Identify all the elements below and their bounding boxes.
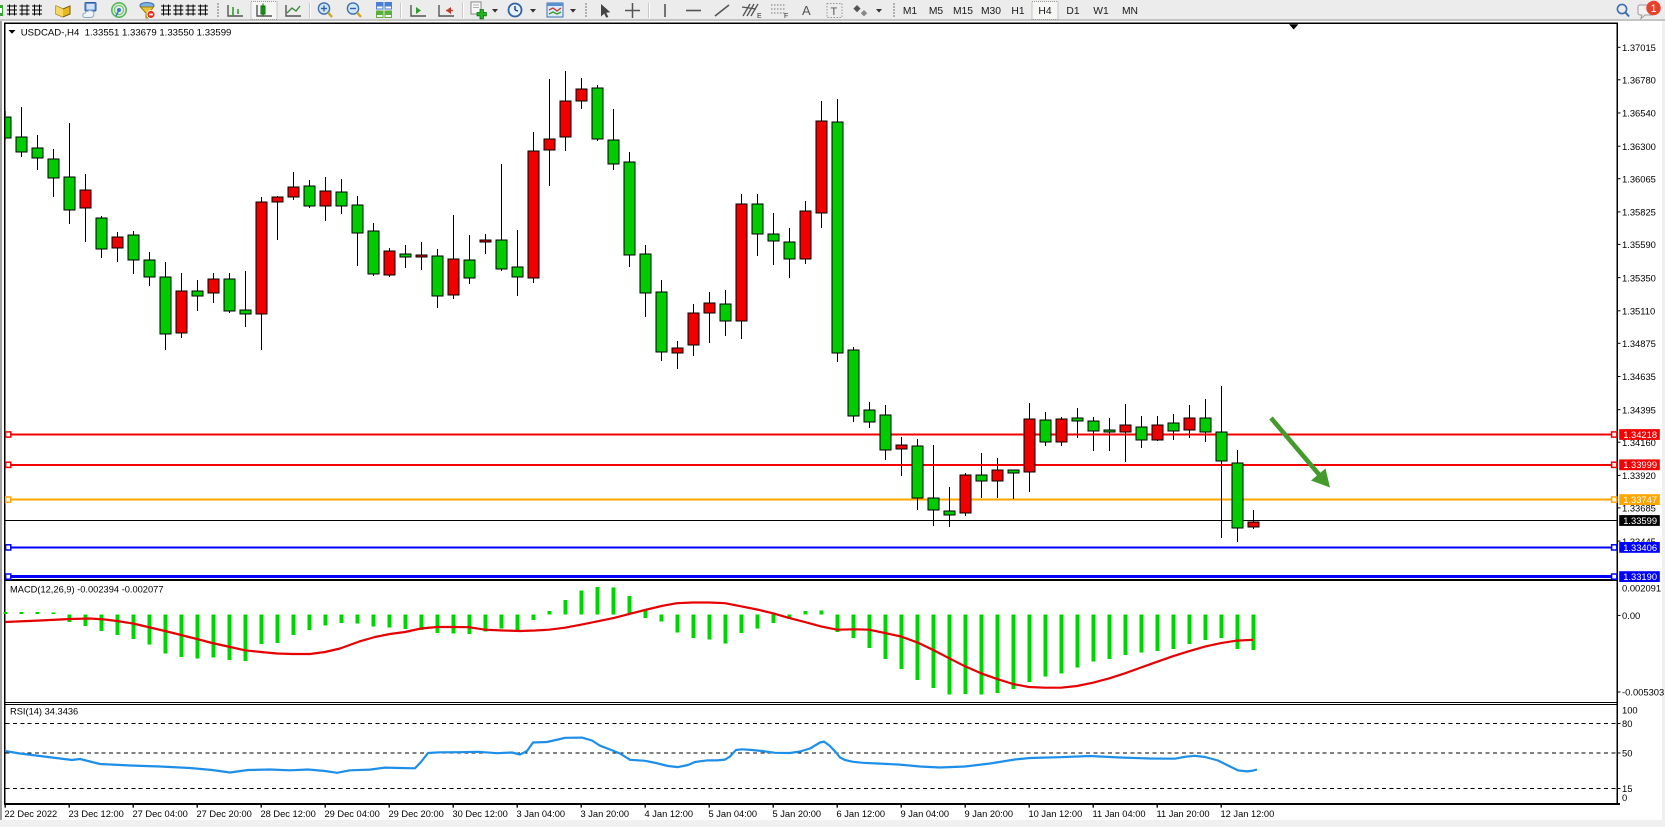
svg-text:22 Dec 2022: 22 Dec 2022 bbox=[5, 809, 58, 819]
svg-text:1.33920: 1.33920 bbox=[1622, 470, 1656, 481]
svg-text:1.35590: 1.35590 bbox=[1622, 239, 1656, 250]
svg-text:4 Jan 12:00: 4 Jan 12:00 bbox=[645, 809, 694, 819]
svg-text:15: 15 bbox=[1622, 783, 1632, 794]
svg-text:1.37015: 1.37015 bbox=[1622, 42, 1656, 53]
svg-text:MACD(12,26,9) -0.002394 -0.002: MACD(12,26,9) -0.002394 -0.002077 bbox=[10, 585, 164, 595]
svg-text:10 Jan 12:00: 10 Jan 12:00 bbox=[1029, 809, 1083, 819]
svg-text:1.33445: 1.33445 bbox=[1622, 536, 1656, 547]
svg-text:-0.005303: -0.005303 bbox=[1622, 687, 1664, 698]
svg-text:H4: H4 bbox=[1038, 6, 1051, 17]
svg-text:M5: M5 bbox=[929, 6, 944, 17]
svg-text:1.35350: 1.35350 bbox=[1622, 272, 1656, 283]
svg-text:3 Jan 04:00: 3 Jan 04:00 bbox=[517, 809, 566, 819]
svg-text:1.34635: 1.34635 bbox=[1622, 371, 1656, 382]
svg-text:1.33599: 1.33599 bbox=[1623, 515, 1657, 526]
svg-text:9 Jan 04:00: 9 Jan 04:00 bbox=[901, 809, 950, 819]
svg-text:12 Jan 12:00: 12 Jan 12:00 bbox=[1221, 809, 1275, 819]
svg-text:M15: M15 bbox=[953, 6, 973, 17]
svg-text:1.33685: 1.33685 bbox=[1622, 503, 1656, 514]
svg-text:1.33190: 1.33190 bbox=[1623, 571, 1657, 582]
svg-text:E: E bbox=[757, 13, 762, 20]
svg-text:M30: M30 bbox=[981, 6, 1001, 17]
svg-text:1.34395: 1.34395 bbox=[1622, 404, 1656, 415]
svg-text:H1: H1 bbox=[1011, 6, 1024, 17]
svg-text:0.002091: 0.002091 bbox=[1622, 583, 1661, 594]
svg-text:27 Dec 04:00: 27 Dec 04:00 bbox=[133, 809, 188, 819]
svg-text:80: 80 bbox=[1622, 718, 1632, 729]
svg-text:USDCAD-,H4 1.33551 1.33679 1.: USDCAD-,H4 1.33551 1.33679 1.33550 1.335… bbox=[21, 27, 232, 38]
svg-text:30 Dec 12:00: 30 Dec 12:00 bbox=[453, 809, 508, 819]
svg-text:29 Dec 04:00: 29 Dec 04:00 bbox=[325, 809, 380, 819]
svg-text:1.35110: 1.35110 bbox=[1622, 306, 1655, 317]
svg-text:1.35825: 1.35825 bbox=[1622, 207, 1656, 218]
svg-text:50: 50 bbox=[1622, 748, 1632, 759]
svg-text:6 Jan 12:00: 6 Jan 12:00 bbox=[837, 809, 886, 819]
svg-text:1.34875: 1.34875 bbox=[1622, 338, 1656, 349]
svg-text:A: A bbox=[802, 3, 811, 18]
svg-text:9 Jan 20:00: 9 Jan 20:00 bbox=[965, 809, 1014, 819]
svg-text:D1: D1 bbox=[1066, 6, 1079, 17]
svg-text:1: 1 bbox=[1650, 3, 1656, 15]
svg-text:RSI(14) 34.3436: RSI(14) 34.3436 bbox=[10, 706, 78, 716]
svg-text:W1: W1 bbox=[1093, 6, 1109, 17]
svg-text:11 Jan 20:00: 11 Jan 20:00 bbox=[1157, 809, 1210, 819]
svg-text:T: T bbox=[831, 6, 838, 18]
svg-text:23 Dec 12:00: 23 Dec 12:00 bbox=[69, 809, 124, 819]
svg-text:29 Dec 20:00: 29 Dec 20:00 bbox=[389, 809, 444, 819]
svg-text:11 Jan 04:00: 11 Jan 04:00 bbox=[1093, 809, 1146, 819]
svg-text:1.36780: 1.36780 bbox=[1622, 75, 1656, 86]
svg-text:1.34218: 1.34218 bbox=[1623, 429, 1657, 440]
svg-text:100: 100 bbox=[1622, 704, 1638, 715]
svg-text:MN: MN bbox=[1122, 6, 1138, 17]
svg-text:27 Dec 20:00: 27 Dec 20:00 bbox=[197, 809, 252, 819]
svg-text:1.33406: 1.33406 bbox=[1623, 542, 1657, 553]
svg-text:0.00: 0.00 bbox=[1622, 610, 1640, 621]
svg-text:1.36065: 1.36065 bbox=[1622, 173, 1656, 184]
svg-text:M1: M1 bbox=[903, 6, 918, 17]
svg-text:1.33999: 1.33999 bbox=[1623, 459, 1657, 470]
svg-text:1.34160: 1.34160 bbox=[1622, 437, 1656, 448]
svg-text:3 Jan 20:00: 3 Jan 20:00 bbox=[581, 809, 630, 819]
svg-text:1.36540: 1.36540 bbox=[1622, 108, 1656, 119]
svg-text:28 Dec 12:00: 28 Dec 12:00 bbox=[261, 809, 316, 819]
svg-text:0: 0 bbox=[1622, 792, 1627, 803]
svg-text:F: F bbox=[784, 13, 788, 20]
svg-text:1.36300: 1.36300 bbox=[1622, 141, 1656, 152]
svg-text:5 Jan 04:00: 5 Jan 04:00 bbox=[709, 809, 758, 819]
svg-text:5 Jan 20:00: 5 Jan 20:00 bbox=[773, 809, 822, 819]
svg-text:1.33747: 1.33747 bbox=[1623, 494, 1657, 505]
